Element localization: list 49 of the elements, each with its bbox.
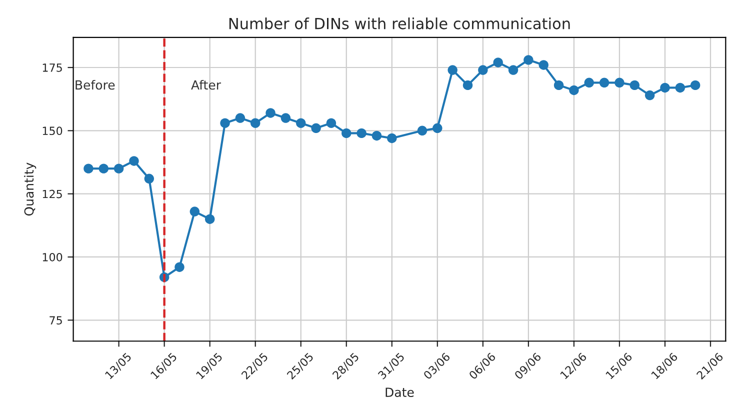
point	[342, 128, 352, 138]
point	[356, 128, 366, 138]
point	[387, 133, 397, 144]
point	[554, 80, 564, 90]
y-axis-title: Quantity	[24, 162, 36, 216]
point	[98, 164, 109, 174]
point	[326, 118, 336, 128]
point	[690, 80, 700, 90]
point	[84, 164, 94, 174]
annotation: After	[191, 80, 221, 90]
annotation: Before	[76, 80, 115, 90]
point	[569, 85, 579, 96]
point	[266, 108, 276, 118]
point	[524, 55, 534, 65]
point	[493, 58, 503, 68]
point	[675, 82, 686, 93]
point	[372, 130, 382, 141]
y-tick-label: 150	[42, 126, 62, 136]
point	[129, 156, 139, 166]
point	[250, 118, 260, 128]
point	[644, 90, 655, 100]
point	[599, 78, 610, 88]
x-axis-title: Date	[386, 388, 414, 398]
point	[417, 126, 428, 136]
point	[584, 78, 594, 88]
point	[190, 206, 200, 216]
point	[220, 118, 230, 128]
point	[630, 80, 640, 90]
y-tick-label: 100	[42, 252, 62, 262]
chart-title: Number of DINs with reliable communication	[229, 18, 570, 30]
point	[538, 60, 548, 70]
y-tick-label: 125	[42, 190, 62, 198]
point	[432, 123, 442, 133]
point	[144, 174, 154, 184]
point	[478, 65, 488, 75]
point	[508, 65, 518, 75]
point	[614, 78, 624, 88]
point	[660, 82, 670, 93]
point	[311, 123, 321, 133]
point	[280, 113, 291, 123]
y-tick-label: 75	[50, 316, 62, 325]
point	[296, 118, 306, 128]
point	[174, 262, 184, 272]
point	[204, 214, 215, 224]
y-tick-label: 175	[42, 64, 62, 72]
point	[462, 80, 473, 90]
point	[448, 65, 458, 75]
point	[235, 113, 246, 123]
point	[114, 164, 124, 174]
